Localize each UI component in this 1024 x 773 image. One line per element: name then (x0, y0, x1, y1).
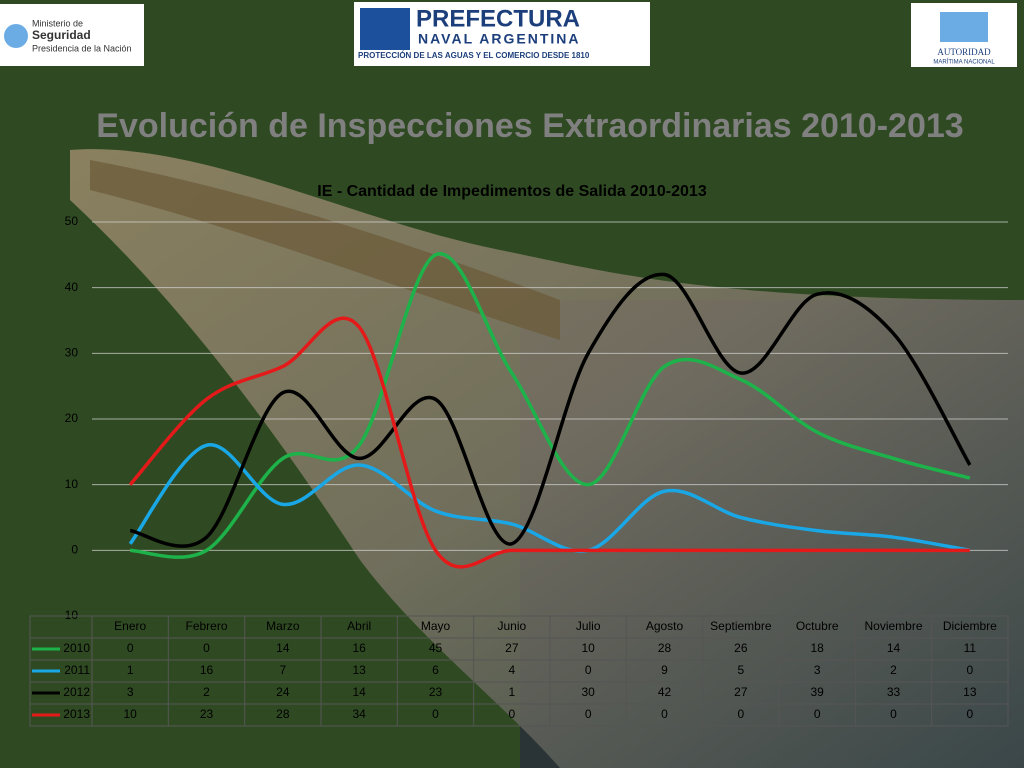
table-value: 0 (508, 707, 515, 721)
table-value: 28 (276, 707, 290, 721)
table-value: 7 (279, 663, 286, 677)
table-value: 0 (737, 707, 744, 721)
y-tick-label: 30 (65, 346, 79, 360)
table-value: 1 (508, 685, 515, 699)
table-value: 0 (585, 663, 592, 677)
x-tick-label: Marzo (266, 619, 300, 633)
table-value: 24 (276, 685, 290, 699)
table-value: 33 (887, 685, 901, 699)
table-value: 16 (352, 641, 366, 655)
table-value: 10 (581, 641, 595, 655)
table-value: 13 (963, 685, 977, 699)
x-tick-label: Septiembre (710, 619, 772, 633)
logo-right-emblem (940, 12, 988, 42)
logo-text: PROTECCIÓN DE LAS AGUAS Y EL COMERCIO DE… (358, 51, 590, 60)
series-line (129, 272, 972, 548)
table-value: 0 (966, 707, 973, 721)
table-value: 45 (429, 641, 443, 655)
table-value: 30 (581, 685, 595, 699)
table-value: 0 (814, 707, 821, 721)
table-value: 16 (200, 663, 214, 677)
x-tick-label: Junio (497, 619, 526, 633)
y-tick-label: 20 (65, 411, 79, 425)
table-value: 23 (429, 685, 443, 699)
logo-text: Presidencia de la Nación (32, 43, 132, 53)
table-value: 11 (964, 641, 977, 655)
table-value: 3 (127, 685, 134, 699)
table-value: 2 (203, 685, 210, 699)
table-value: 27 (734, 685, 748, 699)
y-tick-label: 50 (65, 214, 79, 228)
x-tick-label: Mayo (421, 619, 451, 633)
y-tick-label: -10 (61, 608, 79, 622)
table-value: 4 (508, 663, 515, 677)
x-tick-label: Abril (347, 619, 371, 633)
table-value: 0 (890, 707, 897, 721)
river-estuary (70, 149, 1024, 768)
logo-text: Ministerio de (32, 18, 83, 28)
x-tick-label: Noviembre (864, 619, 922, 633)
table-value: 23 (200, 707, 214, 721)
table-value: 0 (966, 663, 973, 677)
table-value: 42 (658, 685, 672, 699)
logo-text: Seguridad (32, 28, 91, 42)
table-value: 34 (352, 707, 366, 721)
table-value: 1 (127, 663, 134, 677)
x-tick-label: Enero (114, 619, 146, 633)
y-tick-label: 40 (65, 280, 79, 294)
x-tick-label: Julio (576, 619, 601, 633)
table-value: 18 (810, 641, 824, 655)
logo-left-emblem (4, 24, 28, 48)
x-tick-label: Diciembre (943, 619, 997, 633)
table-value: 0 (661, 707, 668, 721)
table-value: 13 (352, 663, 366, 677)
table-value: 0 (585, 707, 592, 721)
y-tick-label: 0 (71, 543, 78, 557)
table-value: 28 (658, 641, 672, 655)
table-value: 5 (737, 663, 744, 677)
legend-label: 2010 (63, 641, 90, 655)
series-line (130, 252, 971, 559)
table-value: 14 (352, 685, 366, 699)
table-value: 27 (505, 641, 519, 655)
logo-text: AUTORIDAD (937, 47, 991, 57)
table-value: 14 (276, 641, 290, 655)
logo-text: NAVAL ARGENTINA (418, 31, 580, 47)
logo-text: MARÍTIMA NACIONAL (933, 59, 995, 66)
table-value: 10 (123, 707, 137, 721)
chart-title: IE - Cantidad de Impedimentos de Salida … (317, 183, 707, 200)
legend-label: 2012 (63, 685, 90, 699)
river-channel (90, 160, 560, 340)
table-value: 0 (432, 707, 439, 721)
series-line (128, 316, 970, 569)
legend-label: 2011 (64, 663, 90, 677)
table-value: 0 (203, 641, 210, 655)
table-value: 9 (661, 663, 668, 677)
table-value: 0 (127, 641, 134, 655)
table-value: 26 (734, 641, 748, 655)
table-value: 2 (890, 663, 897, 677)
y-tick-label: 10 (65, 477, 79, 491)
x-tick-label: Agosto (646, 619, 684, 633)
legend-label: 2013 (63, 707, 90, 721)
table-value: 6 (432, 663, 439, 677)
slide-title: Evolución de Inspecciones Extraordinaria… (96, 107, 963, 145)
table-value: 3 (814, 663, 821, 677)
x-tick-label: Febrero (185, 619, 227, 633)
table-value: 14 (887, 641, 901, 655)
x-tick-label: Octubre (796, 619, 839, 633)
logo-text: PREFECTURA (416, 5, 580, 32)
series-line (128, 443, 971, 553)
table-value: 39 (810, 685, 824, 699)
logo-center-emblem (360, 8, 410, 50)
